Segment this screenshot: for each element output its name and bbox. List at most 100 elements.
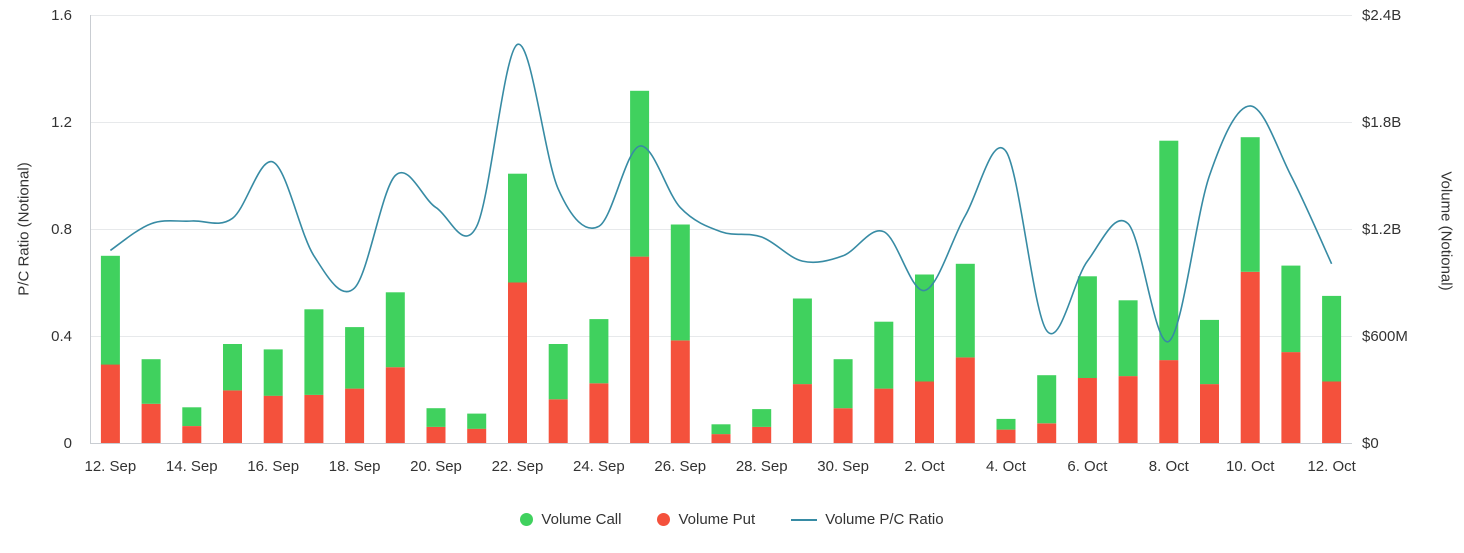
bar-volume-put[interactable] [915,381,934,444]
bar-volume-put[interactable] [874,388,894,443]
x-axis-tick-label: 12. Oct [1307,458,1356,475]
bar-volume-call[interactable] [711,424,731,435]
x-axis-tick-label: 8. Oct [1149,458,1190,475]
x-axis-tick-label: 18. Sep [329,458,381,475]
x-axis-tick-label: 30. Sep [817,458,869,475]
bar-volume-put[interactable] [345,388,365,443]
legend-label-volume-put: Volume Put [678,511,756,528]
bar-volume-call[interactable] [1322,295,1342,382]
x-axis-tick-label: 26. Sep [654,458,706,475]
legend: Volume Call Volume Put Volume P/C Ratio [0,511,1464,528]
right-axis-tick-label: $1.2B [1362,221,1401,238]
bar-volume-put[interactable] [670,340,690,444]
bar-volume-put[interactable] [711,434,731,443]
left-axis-tick-label: 0 [64,435,72,452]
legend-item-volume-put[interactable]: Volume Put [657,511,755,528]
bar-volume-call[interactable] [589,319,609,384]
pc-ratio-line[interactable] [109,43,1333,343]
x-axis-tick-label: 4. Oct [986,458,1027,475]
bar-volume-put[interactable] [1118,376,1138,443]
x-axis-tick-label: 22. Sep [492,458,544,475]
bar-volume-call[interactable] [752,409,772,427]
legend-label-pc-ratio: Volume P/C Ratio [825,511,944,528]
bar-volume-put[interactable] [508,282,527,444]
bar-volume-call[interactable] [467,413,487,429]
x-axis-tick-label: 12. Sep [84,458,136,475]
bar-volume-put[interactable] [304,394,324,443]
bar-volume-call[interactable] [630,90,650,257]
bar-volume-call[interactable] [1159,140,1179,361]
bar-volume-call[interactable] [100,255,120,365]
bar-volume-call[interactable] [1240,137,1260,272]
x-axis-tick-label: 2. Oct [905,458,946,475]
bar-volume-call[interactable] [304,309,324,395]
right-axis-tick-label: $1.8B [1362,114,1401,131]
bar-volume-put[interactable] [1281,352,1301,443]
bar-volume-call[interactable] [1200,319,1219,385]
bar-volume-call[interactable] [1281,265,1301,353]
bar-volume-put[interactable] [467,428,487,443]
legend-item-pc-ratio[interactable]: Volume P/C Ratio [791,511,944,528]
x-axis-tick-label: 20. Sep [410,458,462,475]
bar-volume-call[interactable] [670,224,690,341]
left-axis-tick-label: 0.4 [51,328,72,345]
legend-label-volume-call: Volume Call [541,511,622,528]
bar-volume-call[interactable] [548,344,568,400]
bar-volume-put[interactable] [1159,360,1179,443]
x-axis-tick-label: 6. Oct [1067,458,1108,475]
bar-volume-call[interactable] [141,359,161,404]
bar-volume-put[interactable] [426,426,446,443]
bar-volume-put[interactable] [385,367,405,443]
bar-volume-put[interactable] [1240,271,1260,443]
right-axis-tick-label: $2.4B [1362,7,1401,24]
x-axis-tick-label: 28. Sep [736,458,788,475]
bar-volume-call[interactable] [182,407,202,426]
bar-volume-call[interactable] [263,349,283,396]
bar-volume-call[interactable] [1037,375,1057,424]
right-axis-title: Volume (Notional) [1437,171,1455,291]
bar-volume-put[interactable] [1037,423,1057,443]
bar-volume-put[interactable] [1322,381,1342,444]
bar-volume-put[interactable] [223,390,242,443]
bar-volume-call[interactable] [426,408,446,427]
bar-volume-call[interactable] [508,173,527,283]
bar-volume-call[interactable] [792,298,812,385]
bar-volume-put[interactable] [548,399,568,443]
bar-volume-call[interactable] [385,292,405,368]
x-axis-tick-label: 10. Oct [1226,458,1275,475]
bar-volume-put[interactable] [955,357,975,443]
x-axis-tick-label: 24. Sep [573,458,625,475]
left-axis-tick-label: 1.6 [51,7,72,24]
left-axis-title: P/C Ratio (Notional) [15,162,33,296]
x-axis-tick-label: 14. Sep [166,458,218,475]
bar-volume-put[interactable] [792,384,812,443]
bar-volume-put[interactable] [833,408,853,443]
bar-volume-call[interactable] [874,321,894,389]
legend-item-volume-call[interactable]: Volume Call [520,511,621,528]
bar-volume-call[interactable] [1077,276,1097,378]
bar-volume-call[interactable] [996,418,1016,430]
plot-area: 0 $0 0.4 $600M 0.8 $1.2B 1.2 $1.8B 1.6 $2.4B 12. S… [51,7,1408,475]
left-axis-tick-label: 0.8 [51,221,72,238]
bar-volume-put[interactable] [182,426,202,443]
bar-volume-put[interactable] [1200,384,1219,443]
bar-volume-put[interactable] [263,395,283,443]
bar-volume-call[interactable] [833,359,853,409]
bar-volume-call[interactable] [955,263,975,358]
bar-volume-call[interactable] [223,344,242,391]
bar-volume-call[interactable] [345,327,365,389]
volume-put-dot-icon [657,513,671,526]
bar-volume-put[interactable] [996,429,1016,443]
bar-volume-put[interactable] [141,403,161,443]
bar-volume-put[interactable] [630,256,650,443]
bar-volume-call[interactable] [915,274,934,382]
right-axis-tick-label: $0 [1362,435,1379,452]
bar-volume-put[interactable] [1077,377,1097,443]
bar-volume-put[interactable] [752,426,772,443]
bar-volume-put[interactable] [589,383,609,443]
bar-volume-put[interactable] [100,364,120,444]
volume-call-dot-icon [520,513,534,526]
bar-volume-call[interactable] [1118,300,1138,377]
x-axis-tick-label: 16. Sep [247,458,299,475]
